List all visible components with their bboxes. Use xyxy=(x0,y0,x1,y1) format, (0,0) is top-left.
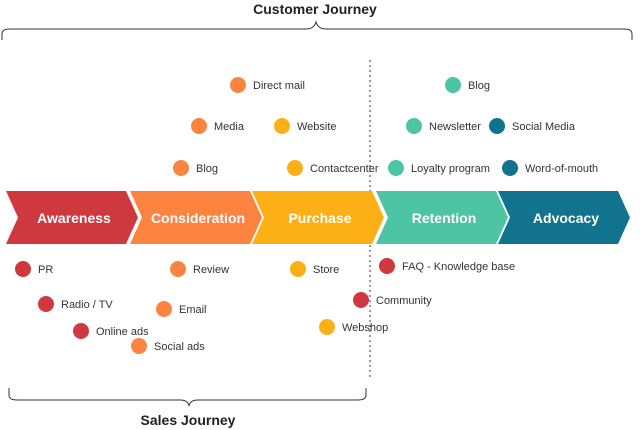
stage-label: Retention xyxy=(412,210,477,226)
touchpoint-label: PR xyxy=(38,264,53,276)
stage-label: Consideration xyxy=(151,210,245,226)
touchpoint-dot xyxy=(274,118,290,134)
touchpoint-label: Social ads xyxy=(154,341,205,353)
touchpoint-dot xyxy=(287,160,303,176)
touchpoint-label: Social Media xyxy=(512,121,576,133)
touchpoint-label: Media xyxy=(214,121,245,133)
touchpoint-label: Word-of-mouth xyxy=(525,163,598,175)
touchpoint-label: Contactcenter xyxy=(310,163,379,175)
touchpoint-label: Email xyxy=(179,304,207,316)
touchpoint-label: Radio / TV xyxy=(61,299,113,311)
touchpoint-dot xyxy=(156,301,172,317)
touchpoint-label: Blog xyxy=(468,80,490,92)
touchpoint-dot xyxy=(131,338,147,354)
stage-chevron-awareness xyxy=(6,191,138,244)
stage-label: Awareness xyxy=(37,210,111,226)
touchpoint-label: Community xyxy=(376,295,432,307)
customer-journey-title: Customer Journey xyxy=(253,1,377,17)
touchpoint-label: Online ads xyxy=(96,326,149,338)
sales-journey-title: Sales Journey xyxy=(141,412,236,428)
touchpoint-label: Review xyxy=(193,264,229,276)
touchpoint-dot xyxy=(353,292,369,308)
stage-label: Purchase xyxy=(288,210,351,226)
touchpoint-dot xyxy=(319,319,335,335)
touchpoint-dot xyxy=(191,118,207,134)
stage-chevron-retention xyxy=(376,191,508,244)
stage-label: Advocacy xyxy=(533,210,599,226)
touchpoint-dot xyxy=(445,77,461,93)
customer-journey-brace xyxy=(1,20,633,40)
touchpoint-dot xyxy=(379,258,395,274)
touchpoint-dot xyxy=(290,261,306,277)
touchpoint-dot xyxy=(73,323,89,339)
touchpoint-dot xyxy=(230,77,246,93)
touchpoint-dot xyxy=(406,118,422,134)
sales-journey-brace xyxy=(8,388,367,407)
touchpoint-label: Store xyxy=(313,264,339,276)
touchpoint-dot xyxy=(173,160,189,176)
touchpoint-dot xyxy=(38,296,54,312)
stage-chevron-consideration xyxy=(130,191,262,244)
touchpoint-label: Webshop xyxy=(342,322,388,334)
touchpoint-label: Direct mail xyxy=(253,80,305,92)
touchpoint-label: Loyalty program xyxy=(411,163,490,175)
touchpoint-dot xyxy=(489,118,505,134)
touchpoint-label: Website xyxy=(297,121,337,133)
touchpoint-label: Newsletter xyxy=(429,121,481,133)
touchpoint-dot xyxy=(15,261,31,277)
stage-chevron-purchase xyxy=(252,191,384,244)
touchpoint-dot xyxy=(388,160,404,176)
stage-chevron-advocacy xyxy=(498,191,630,244)
touchpoint-label: FAQ - Knowledge base xyxy=(402,261,515,273)
touchpoint-dot xyxy=(170,261,186,277)
touchpoint-dot xyxy=(502,160,518,176)
touchpoint-label: Blog xyxy=(196,163,218,175)
